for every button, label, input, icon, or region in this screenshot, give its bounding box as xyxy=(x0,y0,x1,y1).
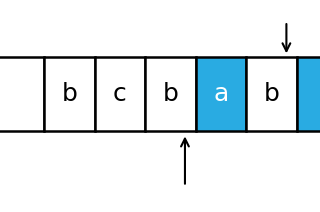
Bar xyxy=(0,57,44,131)
Text: c: c xyxy=(113,82,127,106)
Bar xyxy=(95,57,145,131)
Bar xyxy=(196,57,246,131)
Bar xyxy=(246,57,297,131)
Text: b: b xyxy=(264,82,280,106)
Bar xyxy=(44,57,95,131)
Bar xyxy=(145,57,196,131)
Text: b: b xyxy=(163,82,179,106)
Text: a: a xyxy=(213,82,229,106)
Bar xyxy=(297,57,320,131)
Text: b: b xyxy=(61,82,77,106)
